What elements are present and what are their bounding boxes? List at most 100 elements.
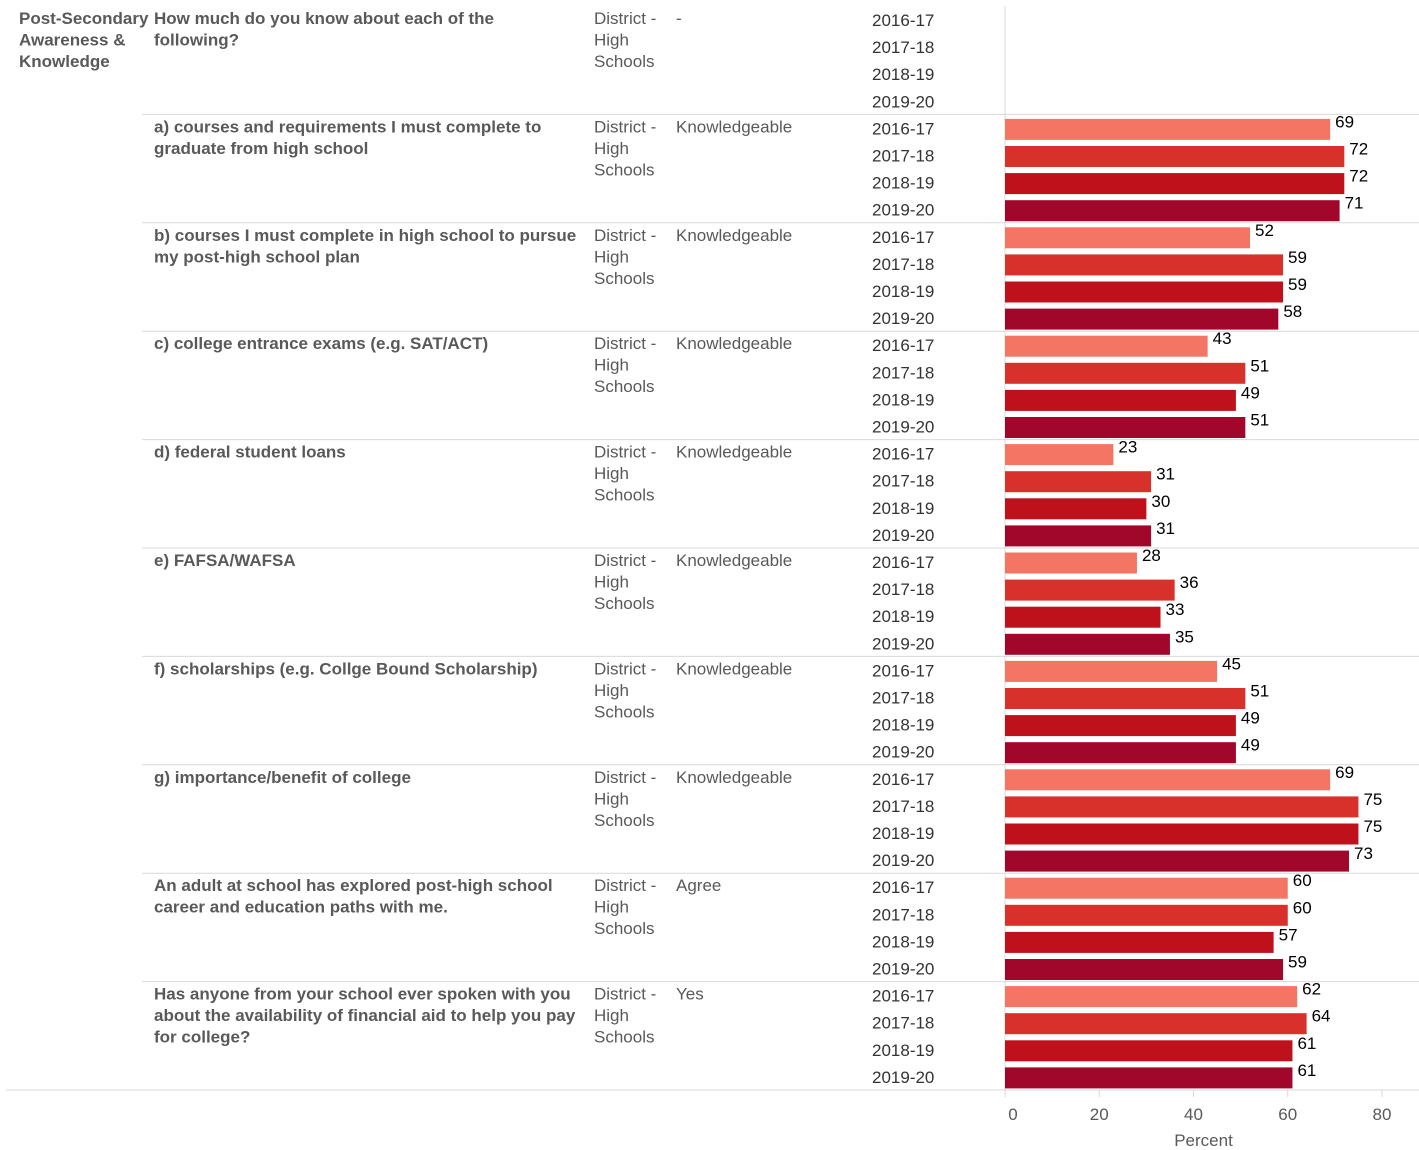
year-label: 2018-19: [872, 282, 934, 301]
bar: [1005, 1067, 1293, 1089]
bar: [1005, 606, 1161, 628]
data-label: 59: [1288, 248, 1307, 267]
data-label: 71: [1345, 194, 1364, 213]
data-label: 36: [1180, 573, 1199, 592]
year-label: 2017-18: [872, 472, 934, 491]
year-label: 2016-17: [872, 228, 934, 247]
x-tick-label: 0: [1008, 1105, 1017, 1124]
bar: [1005, 146, 1345, 167]
data-label: 72: [1349, 167, 1368, 186]
year-label: 2016-17: [872, 553, 934, 572]
year-label: 2018-19: [872, 499, 934, 518]
year-label: 2016-17: [872, 770, 934, 789]
data-label: 28: [1142, 546, 1161, 565]
x-tick-label: 60: [1278, 1105, 1297, 1124]
bar: [1005, 200, 1340, 222]
year-label: 2018-19: [872, 174, 934, 193]
question-label: d) federal student loans: [154, 443, 346, 462]
year-label: 2019-20: [872, 201, 934, 220]
data-label: 49: [1241, 383, 1260, 402]
response-label: Yes: [676, 985, 704, 1004]
data-label: 59: [1288, 953, 1307, 972]
x-axis-label: Percent: [1174, 1131, 1233, 1150]
group-label: District -High Schools: [594, 443, 656, 505]
data-label: 75: [1363, 817, 1382, 836]
bar: [1005, 1013, 1307, 1035]
year-label: 2018-19: [872, 607, 934, 626]
year-label: 2019-20: [872, 418, 934, 437]
data-label: 49: [1241, 709, 1260, 728]
question-label: g) importance/benefit of college: [154, 768, 411, 787]
data-label: 72: [1349, 140, 1368, 159]
group-label: District -High Schools: [594, 9, 656, 71]
x-tick-label: 20: [1090, 1105, 1109, 1124]
year-label: 2017-18: [872, 905, 934, 924]
year-label: 2017-18: [872, 255, 934, 274]
x-tick-label: 40: [1184, 1105, 1203, 1124]
bar: [1005, 633, 1170, 655]
year-label: 2017-18: [872, 1014, 934, 1033]
bar: [1005, 498, 1147, 520]
category-label: Post-Secondary Awareness & Knowledge: [19, 9, 149, 71]
question-label: a) courses and requirements I must compl…: [154, 117, 541, 158]
year-label: 2019-20: [872, 851, 934, 870]
bar: [1005, 444, 1114, 466]
bar: [1005, 715, 1236, 737]
year-label: 2019-20: [872, 309, 934, 328]
year-label: 2017-18: [872, 580, 934, 599]
bar: [1005, 308, 1279, 330]
year-label: 2019-20: [872, 634, 934, 653]
response-label: Knowledgeable: [676, 551, 792, 570]
data-label: 61: [1297, 1061, 1316, 1080]
bar: [1005, 769, 1331, 791]
bar: [1005, 959, 1284, 980]
question-label: f) scholarships (e.g. Collge Bound Schol…: [154, 659, 537, 678]
data-label: 75: [1363, 790, 1382, 809]
response-label: Knowledgeable: [676, 659, 792, 678]
bar: [1005, 254, 1284, 276]
year-label: 2019-20: [872, 526, 934, 545]
question-label: c) college entrance exams (e.g. SAT/ACT): [154, 334, 488, 353]
x-tick-label: 80: [1373, 1105, 1392, 1124]
bar: [1005, 525, 1152, 547]
bar: [1005, 335, 1208, 357]
data-label: 52: [1255, 221, 1274, 240]
data-label: 49: [1241, 736, 1260, 755]
data-label: 61: [1297, 1034, 1316, 1053]
group-label: District -High Schools: [594, 226, 656, 288]
bar: [1005, 173, 1345, 195]
year-label: 2017-18: [872, 38, 934, 57]
bar: [1005, 362, 1246, 384]
group-label: District -High Schools: [594, 334, 656, 396]
data-label: 45: [1222, 654, 1241, 673]
data-label: 31: [1156, 519, 1175, 538]
year-label: 2017-18: [872, 147, 934, 166]
bar: [1005, 931, 1274, 953]
bar: [1005, 904, 1288, 926]
year-label: 2016-17: [872, 878, 934, 897]
group-label: District -High Schools: [594, 117, 656, 179]
data-label: 73: [1354, 844, 1373, 863]
data-label: 64: [1312, 1007, 1331, 1026]
year-label: 2018-19: [872, 390, 934, 409]
question-label: b) courses I must complete in high schoo…: [154, 226, 576, 266]
bar: [1005, 389, 1236, 411]
response-label: Knowledgeable: [676, 768, 792, 787]
response-label: Knowledgeable: [676, 443, 792, 462]
data-label: 69: [1335, 112, 1354, 131]
bar: [1005, 1040, 1293, 1062]
question-label: Has anyone from your school ever spoken …: [154, 985, 576, 1047]
year-label: 2016-17: [872, 987, 934, 1006]
data-label: 43: [1213, 329, 1232, 348]
data-label: 23: [1118, 438, 1137, 457]
question-label: An adult at school has explored post-hig…: [154, 876, 553, 917]
bar: [1005, 877, 1288, 899]
year-label: 2016-17: [872, 445, 934, 464]
year-label: 2017-18: [872, 363, 934, 382]
bar: [1005, 471, 1152, 493]
bar: [1005, 796, 1359, 818]
year-label: 2019-20: [872, 92, 934, 111]
data-label: 69: [1335, 763, 1354, 782]
bar: [1005, 850, 1350, 872]
